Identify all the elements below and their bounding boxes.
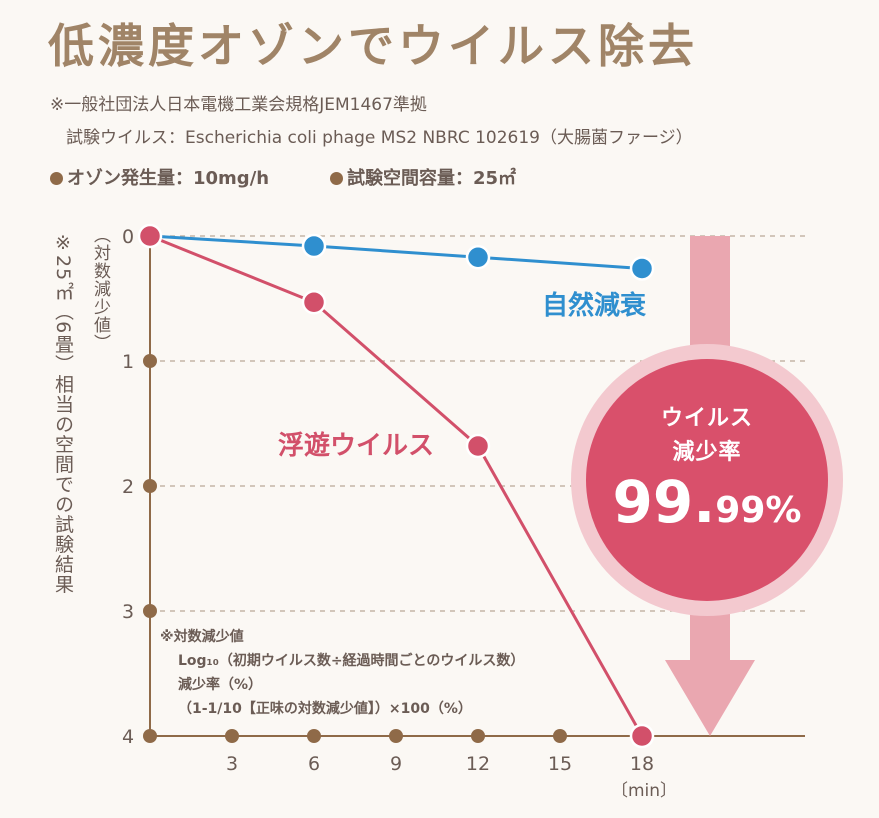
x-tick-dot	[307, 729, 321, 743]
x-tick-label: 12	[466, 753, 490, 775]
side-note: ※25㎡（6畳）相当の空間での試験結果	[52, 232, 74, 595]
bullet-dot-icon	[330, 172, 343, 185]
badge-line1: ウイルス	[660, 406, 753, 431]
badge-circle	[586, 359, 828, 601]
formula-note: ※対数減少値 Log₁₀（初期ウイルス数÷経過時間ごとのウイルス数） 減少率（%…	[160, 625, 524, 721]
formula-line3: 減少率（%）	[178, 677, 263, 693]
reduction-rate: 99.99%	[585, 468, 829, 536]
spec-ozone-output: オゾン発生量：10mg/h	[50, 164, 269, 190]
y-tick-dot	[143, 604, 157, 618]
series-line	[149, 234, 643, 270]
x-tick-label: 9	[390, 753, 402, 775]
formula-line4: （1-1/10【正味の対数減少値】）×100（%）	[178, 701, 472, 717]
data-point	[465, 433, 491, 459]
spec-test-volume-text: 試験空間容量：25㎡	[347, 168, 517, 189]
data-point	[465, 245, 491, 270]
y-tick-label: 2	[122, 476, 134, 498]
y-tick-label: 3	[122, 601, 134, 623]
y-tick-dot	[143, 354, 157, 368]
standard-note: ※一般社団法人日本電機工業会規格JEM1467準拠	[50, 95, 427, 115]
y-tick-dot	[143, 729, 157, 743]
reduction-rate-rest: 99%	[715, 490, 802, 531]
y-tick-label: 4	[122, 726, 134, 748]
y-tick-label: 1	[122, 351, 134, 373]
bullet-dot-icon	[50, 172, 63, 185]
data-point	[301, 290, 327, 315]
data-point	[629, 256, 655, 281]
data-point	[629, 723, 655, 749]
series-line	[149, 234, 644, 737]
x-tick-dot	[553, 729, 567, 743]
y-tick-label: 0	[122, 226, 134, 248]
test-virus-note: 試験ウイルス：Escherichia coli phage MS2 NBRC 1…	[66, 128, 693, 148]
x-tick-dot	[471, 729, 485, 743]
x-tick-label: 15	[548, 753, 572, 775]
spec-test-volume: 試験空間容量：25㎡	[330, 164, 516, 190]
x-tick-label: 6	[308, 753, 320, 775]
data-point	[301, 233, 327, 259]
y-axis-label: （対数減少値）	[90, 226, 110, 352]
x-tick-dot	[389, 729, 403, 743]
y-tick-dot	[143, 479, 157, 493]
series-label: 浮遊ウイルス	[278, 430, 434, 461]
data-point	[137, 223, 163, 249]
reduction-rate-main: 99.	[612, 468, 716, 536]
badge: ウイルス 減少率 99.99%	[585, 400, 829, 536]
badge-line2: 減少率	[672, 440, 742, 465]
series-label: 自然減衰	[542, 290, 647, 321]
x-tick-label: 18	[630, 753, 654, 775]
badge-graphic	[571, 344, 843, 616]
x-tick-dot	[225, 729, 239, 743]
formula-line1: ※対数減少値	[160, 629, 244, 645]
formula-line2: Log₁₀（初期ウイルス数÷経過時間ごとのウイルス数）	[178, 653, 525, 669]
series-layer	[137, 223, 655, 749]
page-title: 低濃度オゾンでウイルス除去	[48, 19, 698, 73]
x-axis-unit: 〔min〕	[611, 781, 677, 801]
spec-ozone-output-text: オゾン発生量：10mg/h	[67, 168, 270, 189]
x-tick-label: 3	[226, 753, 238, 775]
